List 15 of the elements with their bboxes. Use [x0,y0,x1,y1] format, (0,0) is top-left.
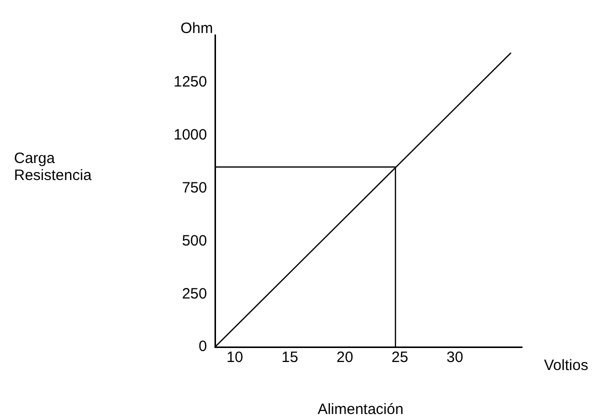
x-tick-label: 25 [392,349,408,366]
text: Carga Resistencia [14,150,92,184]
x-tick-label: 20 [336,349,354,366]
y-tick-label: 250 [182,285,207,302]
x-tick-label: 15 [281,349,298,366]
y-tick-label: 1250 [174,74,207,91]
y-tick-label: 750 [182,179,207,196]
y-tick-label: 1000 [174,126,207,144]
text: Alimentación [318,401,404,417]
x-axis-title: Voltios [544,357,588,374]
x-tick-label: 30 [446,349,464,366]
y-tick-label: 0 [198,338,207,356]
y-tick-label: 500 [182,232,207,250]
y-axis-title: Ohm [180,20,213,37]
x-tick-label: 10 [226,349,244,366]
